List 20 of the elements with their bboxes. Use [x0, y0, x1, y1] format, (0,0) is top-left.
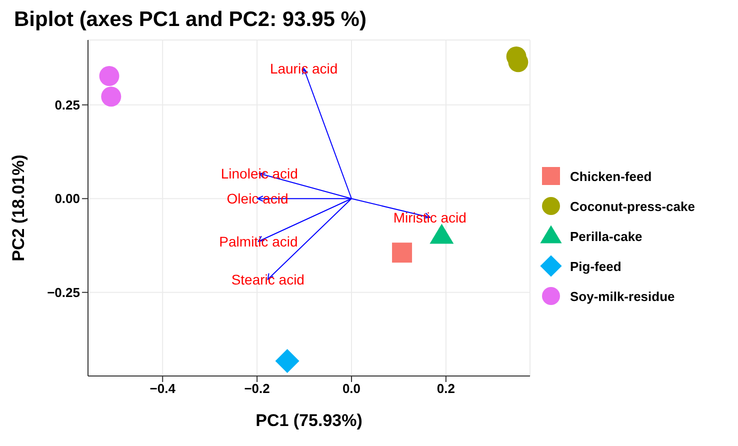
- x-tick-label: −0.2: [244, 381, 270, 396]
- series-label: Stearic acid: [231, 271, 304, 288]
- y-tick-label: 0.25: [54, 97, 80, 112]
- legend-label: Coconut-press-cake: [570, 198, 695, 214]
- y-tick-label: 0.00: [54, 191, 80, 206]
- legend-label: Pig-feed: [570, 258, 622, 274]
- series-label: Linoleic acid: [220, 166, 298, 182]
- series-label: Miristic acid: [393, 209, 466, 226]
- y-tick-label: −0.25: [47, 284, 80, 300]
- series-label: Lauric acid: [270, 60, 338, 76]
- legend-label: Soy-milk-residue: [570, 288, 675, 304]
- legend-label: Perilla-cake: [570, 228, 642, 244]
- series-label: Palmitic acid: [219, 233, 298, 250]
- legend-label: Chicken-feed: [570, 168, 652, 184]
- x-tick-label: 0.2: [436, 381, 455, 396]
- x-axis-title: PC1 (75.93%): [256, 411, 362, 430]
- x-tick-label: −0.4: [150, 381, 176, 396]
- chart-title: Biplot (axes PC1 and PC2: 93.95 %): [14, 8, 368, 33]
- x-tick-label: 0.0: [342, 381, 361, 396]
- y-axis-title: PC2 (18.01%): [9, 154, 28, 262]
